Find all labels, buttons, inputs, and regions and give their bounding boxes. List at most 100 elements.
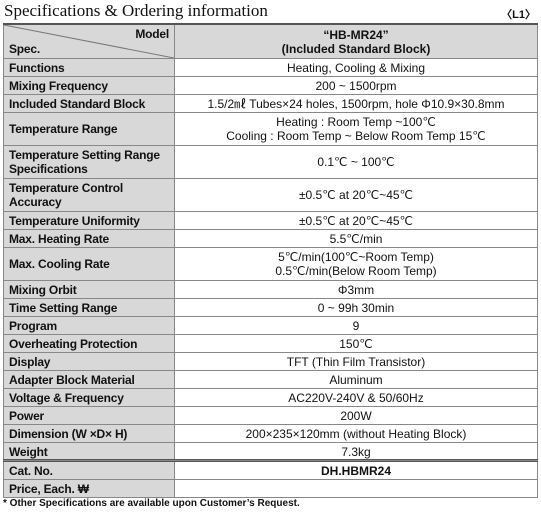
spec-text: Specifications bbox=[9, 162, 88, 176]
row: Temperature Setting Range Specifications 0… bbox=[3, 145, 538, 179]
value-cell: TFT (Thin Film Transistor) bbox=[174, 352, 538, 371]
row: Display TFT (Thin Film Transistor) bbox=[3, 352, 538, 371]
header-row: Spec. Model “HB-MR24” (Included Standard … bbox=[3, 23, 538, 59]
spec-table: Spec. Model “HB-MR24” (Included Standard … bbox=[3, 23, 538, 461]
spec-cell: Voltage & Frequency bbox=[3, 388, 175, 407]
spec-text: Price, Each. ₩ bbox=[9, 481, 89, 496]
order-table: Cat. No. DH.HBMR24 Price, Each. ₩ bbox=[3, 459, 538, 498]
spec-text: Display bbox=[9, 354, 51, 369]
value-cell: 150℃ bbox=[174, 334, 538, 353]
row: Temperature Uniformity ±0.5℃ at 20℃~45℃ bbox=[3, 211, 538, 230]
value-text: 5℃/min(100℃~Room Temp) bbox=[278, 250, 434, 264]
value-text: AC220V-240V & 50/60Hz bbox=[288, 390, 424, 405]
row: Max. Heating Rate 5.5℃/min bbox=[3, 229, 538, 248]
spec-text: Temperature Setting Range bbox=[9, 148, 160, 162]
value-text: 0.5℃/min(Below Room Temp) bbox=[275, 264, 437, 278]
spec-cell: Temperature Control Accuracy bbox=[3, 178, 175, 212]
row: Weight 7.3kg bbox=[3, 442, 538, 461]
spec-text: Weight bbox=[9, 444, 48, 459]
value-cell: 7.3kg bbox=[174, 442, 538, 461]
corner-spec: Spec. bbox=[9, 42, 41, 56]
spec-text: Accuracy bbox=[9, 195, 62, 209]
spec-cell: Temperature Range bbox=[3, 112, 175, 146]
corner-model: Model bbox=[135, 27, 169, 41]
spec-cell: Dimension (W ×D× H) bbox=[3, 424, 175, 443]
spec-cell: Adapter Block Material bbox=[3, 370, 175, 389]
spec-text: Temperature Range bbox=[9, 122, 118, 136]
value-cell: Heating, Cooling & Mixing bbox=[174, 58, 538, 77]
spec-text: Functions bbox=[9, 60, 65, 75]
value-text: Heating, Cooling & Mixing bbox=[286, 60, 426, 75]
spec-cell: Mixing Frequency bbox=[3, 76, 175, 95]
value-cell: 200W bbox=[174, 406, 538, 425]
model-cell: “HB-MR24” (Included Standard Block) bbox=[174, 23, 538, 59]
value-cell: 200×235×120mm (without Heating Block) bbox=[174, 424, 538, 443]
value-text: 200 ~ 1500rpm bbox=[315, 78, 397, 93]
value-text: 9 bbox=[352, 318, 360, 333]
row: Program 9 bbox=[3, 316, 538, 335]
spec-cell: Price, Each. ₩ bbox=[3, 479, 175, 498]
spec-cell: Power bbox=[3, 406, 175, 425]
title: Specifications & Ordering information bbox=[4, 1, 268, 20]
value-cell: 5℃/min(100℃~Room Temp) 0.5℃/min(Below Roo… bbox=[174, 247, 538, 281]
footnote: * Other Specifications are available upo… bbox=[3, 498, 300, 509]
row: Dimension (W ×D× H) 200×235×120mm (withou… bbox=[3, 424, 538, 443]
spec-text: Max. Cooling Rate bbox=[9, 257, 110, 271]
spec-text: Included Standard Block bbox=[9, 96, 146, 111]
row: Functions Heating, Cooling & Mixing bbox=[3, 58, 538, 77]
spec-cell: Time Setting Range bbox=[3, 298, 175, 317]
value-text: 200W bbox=[340, 408, 372, 423]
code: 〈L1〉 bbox=[501, 9, 536, 21]
spec-text: Time Setting Range bbox=[9, 300, 118, 315]
value-text: DH.HBMR24 bbox=[320, 463, 391, 478]
corner-cell: Spec. Model bbox=[3, 23, 175, 59]
spec-text: Program bbox=[9, 318, 57, 333]
row: Mixing Orbit Φ3mm bbox=[3, 280, 538, 299]
diagonal bbox=[4, 25, 174, 58]
value-cell: DH.HBMR24 bbox=[174, 460, 538, 480]
spec-cell: Included Standard Block bbox=[3, 94, 175, 113]
row: Cat. No. DH.HBMR24 bbox=[3, 460, 538, 480]
value-cell: 5.5℃/min bbox=[174, 229, 538, 248]
row: Adapter Block Material Aluminum bbox=[3, 370, 538, 389]
value-text: TFT (Thin Film Transistor) bbox=[286, 354, 426, 369]
value-cell: AC220V-240V & 50/60Hz bbox=[174, 388, 538, 407]
row: Overheating Protection 150℃ bbox=[3, 334, 538, 353]
value-cell: 9 bbox=[174, 316, 538, 335]
value-text: 150℃ bbox=[339, 336, 373, 351]
spec-cell: Display bbox=[3, 352, 175, 371]
row: Power 200W bbox=[3, 406, 538, 425]
spec-text: Cat. No. bbox=[9, 463, 53, 478]
value-cell: 0 ~ 99h 30min bbox=[174, 298, 538, 317]
spec-text: Max. Heating Rate bbox=[9, 231, 109, 246]
value-text: Cooling : Room Temp ~ Below Room Temp 15… bbox=[226, 129, 486, 143]
spec-text: Voltage & Frequency bbox=[9, 390, 124, 405]
value-text: ±0.5℃ at 20℃~45℃ bbox=[298, 213, 414, 228]
model-line: “HB-MR24” bbox=[323, 27, 389, 42]
model-line: (Included Standard Block) bbox=[281, 41, 431, 56]
spec-cell: Program bbox=[3, 316, 175, 335]
spec-text: Mixing Orbit bbox=[9, 282, 77, 297]
spec-cell: Max. Cooling Rate bbox=[3, 247, 175, 281]
value-cell: 0.1℃ ~ 100℃ bbox=[174, 145, 538, 179]
spec-text: Overheating Protection bbox=[9, 336, 138, 351]
spec-cell: Cat. No. bbox=[3, 460, 175, 480]
value-cell: Heating : Room Temp ~100℃ Cooling : Room … bbox=[174, 112, 538, 146]
value-cell: Aluminum bbox=[174, 370, 538, 389]
row: Voltage & Frequency AC220V-240V & 50/60Hz bbox=[3, 388, 538, 407]
value-text: 0.1℃ ~ 100℃ bbox=[317, 155, 395, 169]
row: Included Standard Block 1.5/2㎖ Tubes×24 h… bbox=[3, 94, 538, 113]
value-text: Heating : Room Temp ~100℃ bbox=[276, 115, 436, 129]
value-text: 1.5/2㎖ Tubes×24 holes, 1500rpm, hole Φ10… bbox=[207, 96, 505, 111]
row: Price, Each. ₩ bbox=[3, 479, 538, 498]
value-cell: 200 ~ 1500rpm bbox=[174, 76, 538, 95]
value-cell: ±0.5℃ at 20℃~45℃ bbox=[174, 178, 538, 212]
spec-cell: Max. Heating Rate bbox=[3, 229, 175, 248]
value-cell: ±0.5℃ at 20℃~45℃ bbox=[174, 211, 538, 230]
row: Temperature Control Accuracy ±0.5℃ at 20℃~… bbox=[3, 178, 538, 212]
spec-text: Power bbox=[9, 408, 45, 423]
value-text: 7.3kg bbox=[341, 444, 371, 459]
value-text: ±0.5℃ at 20℃~45℃ bbox=[298, 188, 414, 202]
row: Max. Cooling Rate 5℃/min(100℃~Room Temp) 0… bbox=[3, 247, 538, 281]
